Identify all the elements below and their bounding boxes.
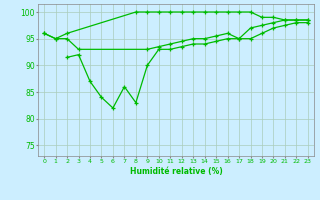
- X-axis label: Humidité relative (%): Humidité relative (%): [130, 167, 222, 176]
